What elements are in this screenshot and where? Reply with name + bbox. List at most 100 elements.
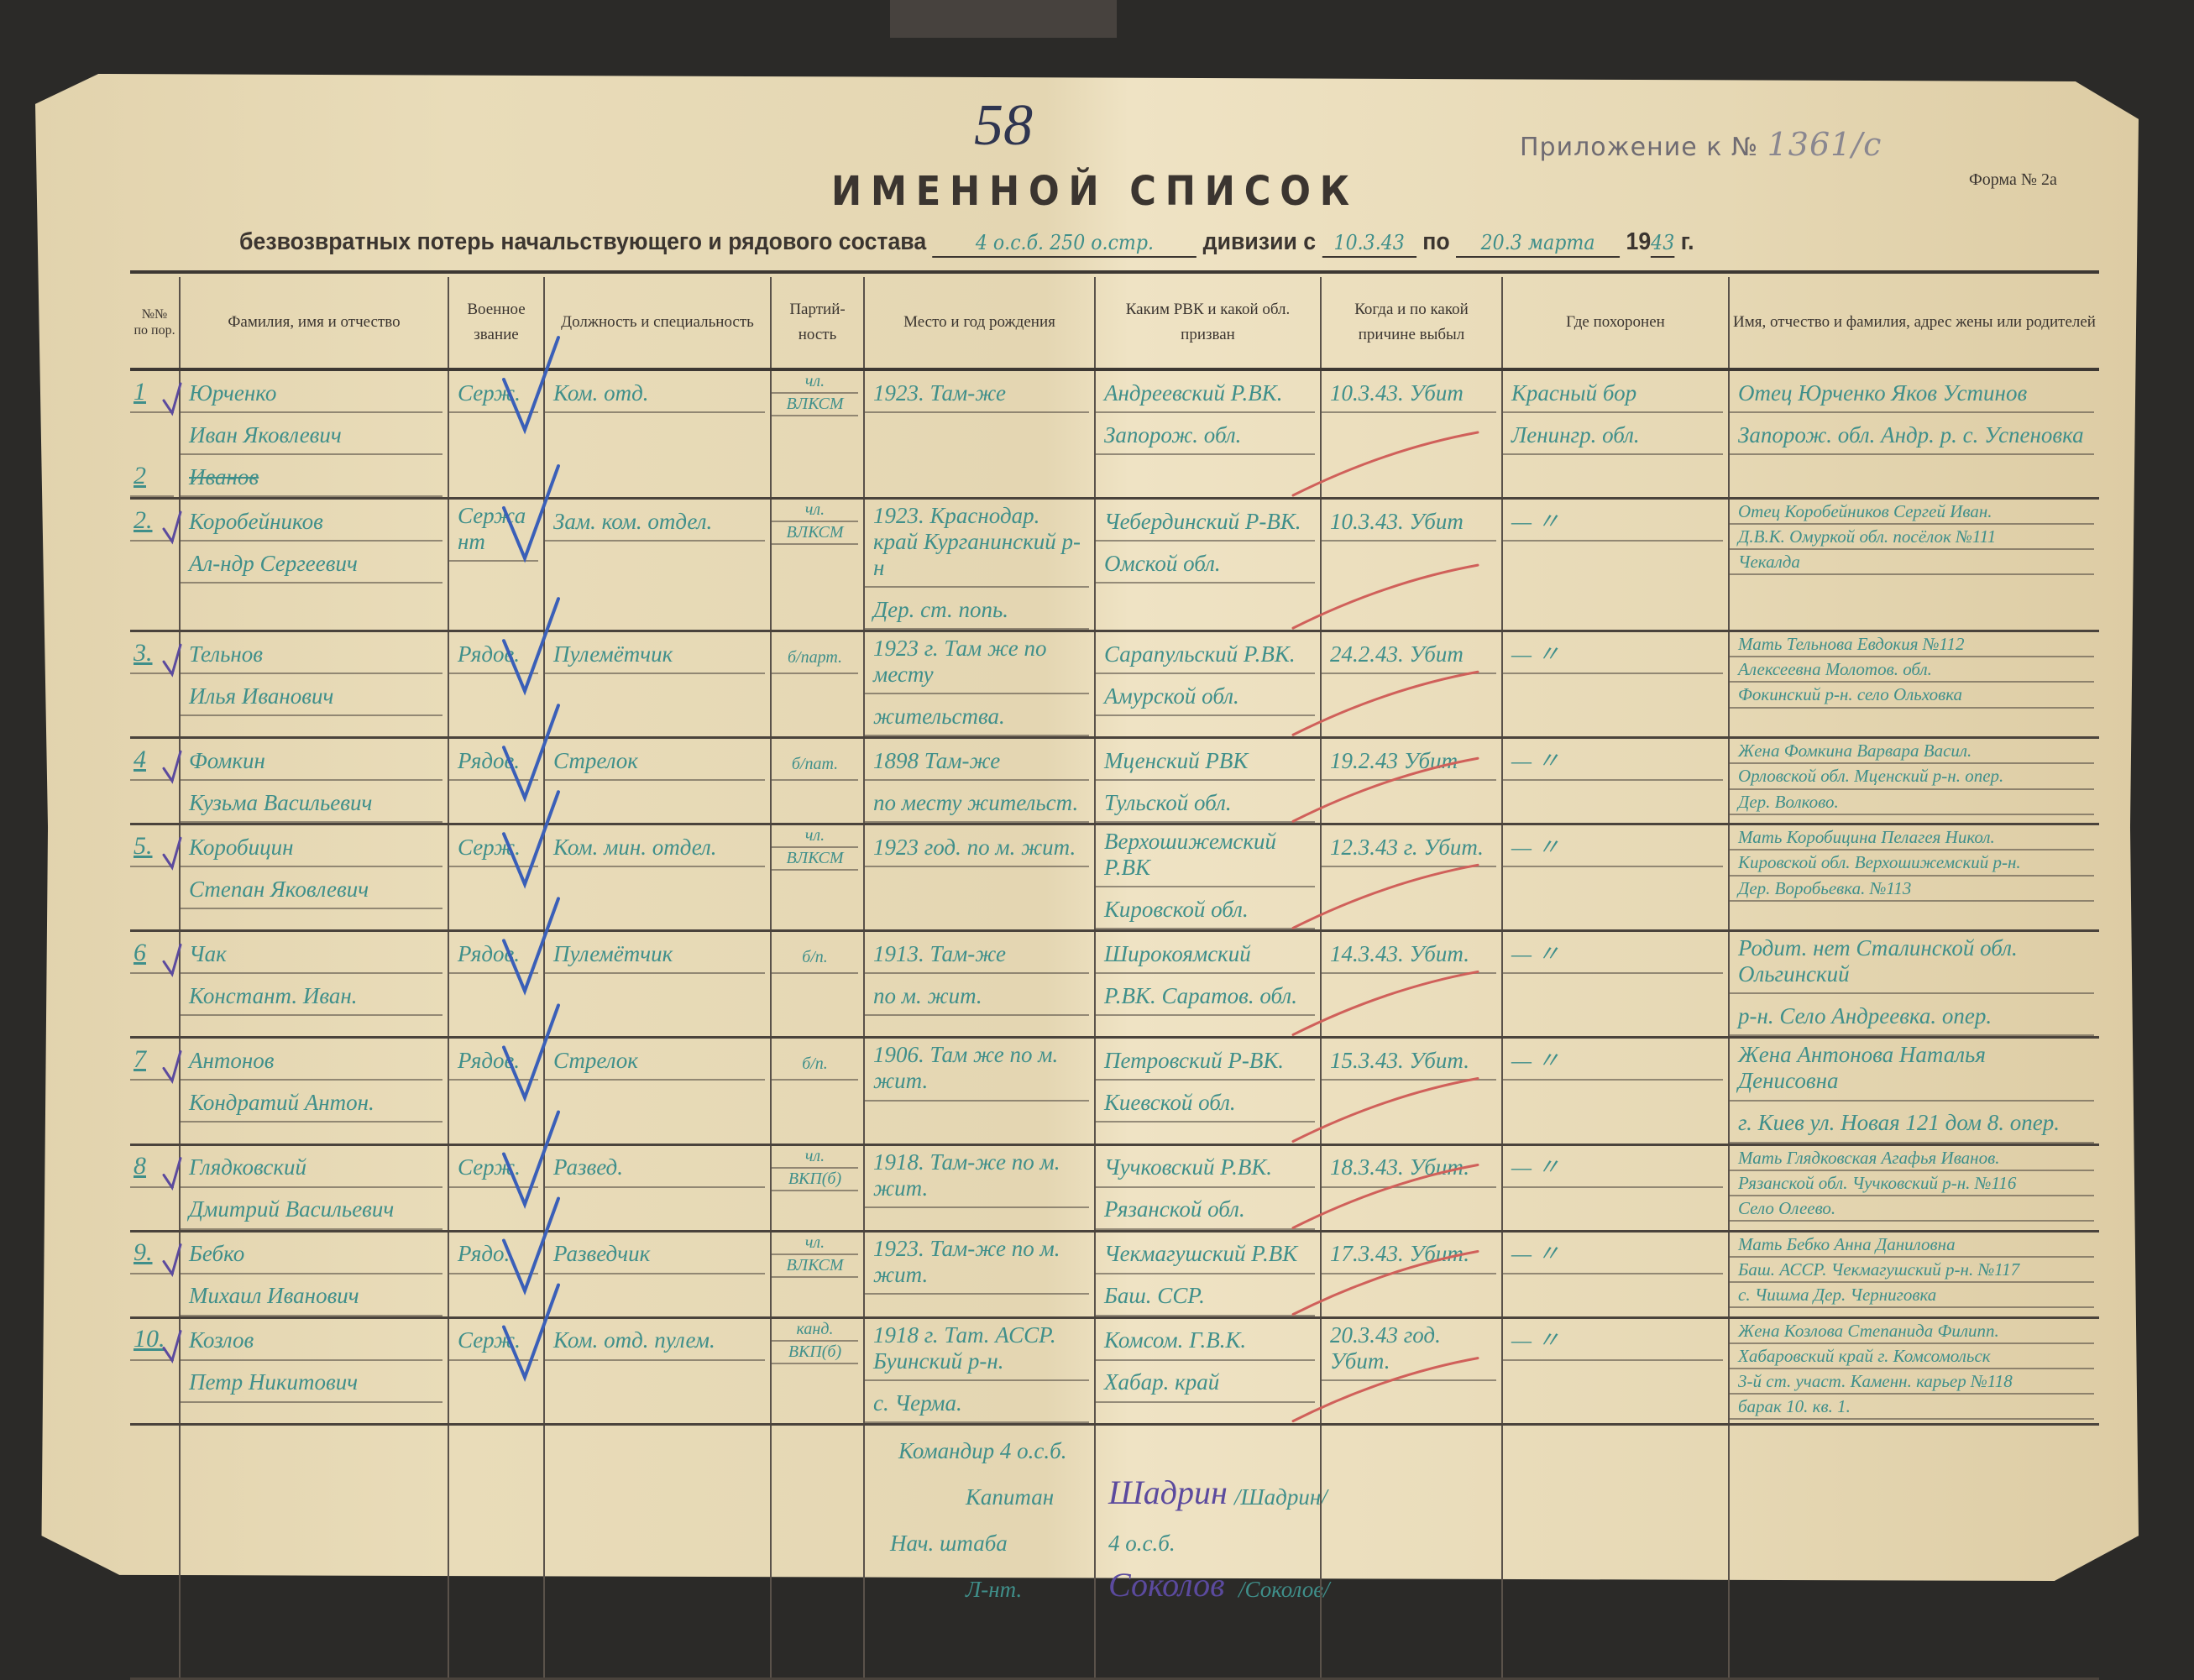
cell-relatives: Мать Глядковская Агафья Иванов. Рязанской… — [1728, 1145, 2099, 1230]
signature-block: Командир 4 о.с.б. Капитан Нач. штаба Л-нт. Ш… — [130, 1425, 2099, 1680]
spacer — [130, 413, 174, 455]
cell-rvk-line: Сарапульский Р.ВК. — [1096, 632, 1315, 675]
cell-rank: Рядов. — [448, 632, 543, 737]
cell-rvk-line: Комсом. Г.В.К. — [1096, 1319, 1315, 1361]
cell-birth-line: 1923. Там-же по м. жит. — [865, 1233, 1089, 1295]
cell-name-line: Михаил Иванович — [181, 1274, 442, 1316]
cell-relatives-line: Мать Глядковская Агафья Иванов. — [1730, 1146, 2094, 1171]
cell-rvk: Чекмагушский Р.ВК Баш. ССР. — [1094, 1232, 1320, 1316]
cell-position-value: Стрелок — [545, 1039, 765, 1081]
folio-number: 58 — [974, 93, 1033, 158]
cell-buried: — 〃 — [1501, 500, 1728, 631]
cell-rvk-line: Омской обл. — [1096, 542, 1315, 584]
cell-name: Коробицин Степан Яковлевич — [179, 825, 448, 930]
table-row: 3. Тельнов Илья Иванович Рядов. Пулемётчик б/… — [130, 632, 2099, 740]
cell-rvk: Широкоямский Р.ВК. Саратов. обл. — [1094, 932, 1320, 1037]
cell-rvk-line: Чучковский Р.ВК. — [1096, 1146, 1315, 1188]
signature-cell — [1728, 1425, 2099, 1677]
cell-rvk: Петровский Р-ВК. Киевской обл. — [1094, 1039, 1320, 1144]
cell-when: 10.3.43. Убит — [1320, 371, 1501, 497]
signature-cell — [1320, 1425, 1501, 1677]
cell-name-line: Коробицин — [181, 825, 442, 868]
cell-birth-line: 1918. Там-же по м. жит. — [865, 1146, 1089, 1208]
cell-name: Антонов Кондратий Антон. — [179, 1039, 448, 1144]
cell-position-value: Зам. ком. отдел. — [545, 500, 765, 542]
cell-when-value: 14.3.43. Убит. — [1322, 932, 1496, 975]
cell-when: 14.3.43. Убит. — [1320, 932, 1501, 1037]
cell-rank-value: Рядов. — [449, 1039, 538, 1081]
cell-buried-line: — 〃 — [1503, 1146, 1723, 1188]
cell-rvk-line: Р.ВК. Саратов. обл. — [1096, 974, 1315, 1017]
cell-party-line: чл. — [772, 825, 858, 849]
cell-relatives: Мать Бебко Анна Даниловна Баш. АССР. Чекм… — [1728, 1232, 2099, 1316]
cell-party: б/пат. — [770, 739, 863, 824]
date-from-value: 10.3.43 — [1333, 231, 1405, 254]
cell-relatives-line: барак 10. кв. 1. — [1730, 1395, 2094, 1421]
cell-relatives-line: Рязанской обл. Чучковский р-н. №116 — [1730, 1171, 2094, 1196]
cell-birth-line: по месту жительст. — [865, 781, 1089, 824]
cell-name: Глядковский Дмитрий Васильевич — [179, 1145, 448, 1230]
cell-rvk: Комсом. Г.В.К. Хабар. край — [1094, 1318, 1320, 1423]
cell-party-line: канд. — [772, 1319, 858, 1342]
cell-relatives-line: Д.В.К. Омуркой обл. посёлок №111 — [1730, 525, 2094, 551]
cell-relatives-line: Мать Коробицина Пелагея Никол. — [1730, 825, 2094, 851]
cell-rank-value: Серж. — [449, 1319, 538, 1361]
casualty-table: №№ по пор. Фамилия, имя и отчество Военное… — [130, 277, 2099, 1680]
cell-relatives-line: г. Киев ул. Новая 121 дом 8. опер. — [1730, 1102, 2094, 1144]
cell-party-line: чл. — [772, 371, 858, 394]
cell-position: Пулемётчик — [543, 932, 770, 1037]
table-body: 1 2 Юрченко Иван Яковлевич Иванов Серж. Ком. о… — [130, 371, 2099, 1426]
cell-rank-value: Серж. — [449, 1146, 538, 1188]
cell-name-line: Коробейников — [181, 500, 442, 542]
signature-cell — [770, 1425, 863, 1677]
cell-party: чл. ВКП(б) — [770, 1145, 863, 1230]
cell-rank-value: Рядов. — [449, 632, 538, 675]
cell-rvk: Сарапульский Р.ВК. Амурской обл. — [1094, 632, 1320, 737]
cell-num-value: 8 — [130, 1146, 174, 1188]
cell-when-value: 19.2.43 Убит — [1322, 739, 1496, 782]
document-sheet — [35, 74, 2139, 1581]
cell-when: 12.3.43 г. Убит. — [1320, 825, 1501, 930]
cell-party-line: б/парт. — [772, 632, 858, 675]
cell-party: чл. ВЛКСМ — [770, 825, 863, 930]
cell-position: Стрелок — [543, 739, 770, 824]
cell-rank: Рядов. — [448, 1039, 543, 1144]
cell-birth-line: Дер. ст. попь. — [865, 588, 1089, 631]
cell-relatives-line: Кировской обл. Верхошижемский р-н. — [1730, 850, 2094, 877]
cell-party-line: б/п. — [772, 1039, 858, 1081]
signature-chief-unit: 4 о.с.б. — [1108, 1530, 1176, 1556]
cell-buried: Красный бор Ленингр. обл. — [1501, 371, 1728, 497]
cell-party: чл. ВЛКСМ — [770, 371, 863, 497]
cell-rvk-line: Верхошижемский Р.ВК — [1096, 825, 1315, 888]
cell-when: 15.3.43. Убит. — [1320, 1039, 1501, 1144]
cell-party: чл. ВЛКСМ — [770, 1232, 863, 1316]
cell-rvk-line: Мценский РВК — [1096, 739, 1315, 782]
cell-rank: Серж. — [448, 825, 543, 930]
cell-relatives-line: Жена Козлова Степанида Филипп. — [1730, 1319, 2094, 1344]
cell-name-line: Дмитрий Васильевич — [181, 1188, 442, 1230]
cell-buried: — 〃 — [1501, 632, 1728, 737]
signature-commander-rank: Капитан — [966, 1484, 1055, 1510]
cell-birth-line: с. Черма. — [865, 1381, 1089, 1423]
unit-field: 4 о.с.б. 250 о.стр. — [932, 228, 1197, 258]
cell-relatives-line: Мать Бебко Анна Даниловна — [1730, 1233, 2094, 1258]
cell-buried: — 〃 — [1501, 1039, 1728, 1144]
cell-relatives: Родит. нет Сталинской обл. Ольгинский р-н… — [1728, 932, 2099, 1037]
cell-position: Развед. — [543, 1145, 770, 1230]
column-header: №№ по пор. — [134, 306, 175, 338]
cell-relatives-line: Отец Юрченко Яков Устинов — [1730, 371, 2094, 413]
signature-cell — [130, 1426, 179, 1677]
cell-rvk: Андреевский Р.ВК. Запорож. обл. — [1094, 371, 1320, 497]
cell-relatives: Жена Фомкина Варвара Васил. Орловской обл… — [1728, 739, 2099, 824]
cell-num: 2. — [130, 500, 179, 630]
cell-name-line: Иван Яковлевич — [181, 413, 442, 455]
column-header: Каким РВК и какой обл. призван — [1094, 277, 1320, 368]
cell-party-line: ВЛКСМ — [772, 394, 858, 416]
cell-relatives: Мать Коробицина Пелагея Никол. Кировской … — [1728, 825, 2099, 930]
cell-name-line: Илья Иванович — [181, 674, 442, 717]
tape-strip — [890, 0, 1117, 38]
cell-party: б/п. — [770, 932, 863, 1037]
cell-rank: Рядо. — [448, 1232, 543, 1316]
cell-name-line: Иванов — [181, 455, 442, 497]
cell-rank: Серж. — [448, 371, 543, 497]
